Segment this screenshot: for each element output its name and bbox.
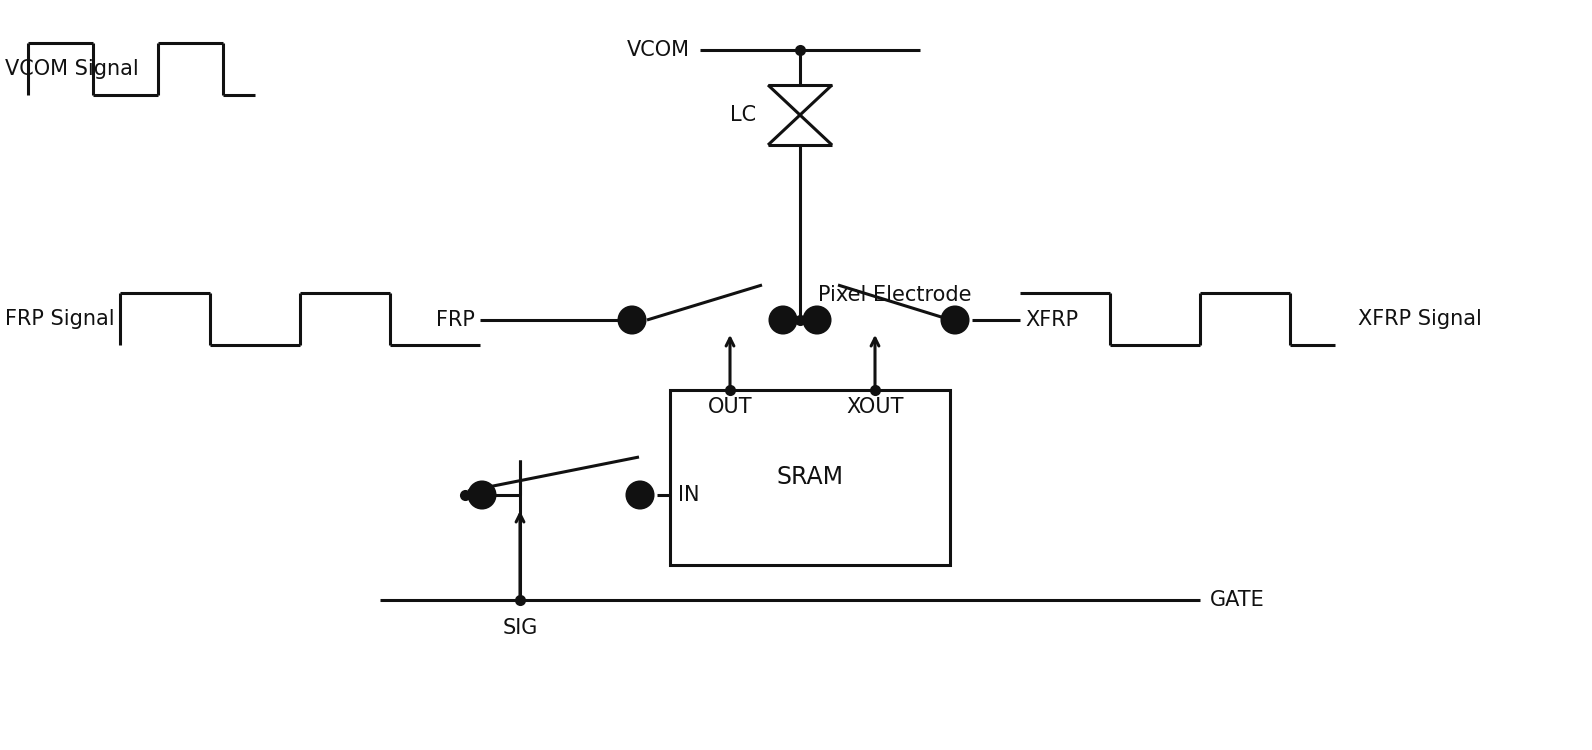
Circle shape bbox=[619, 307, 645, 333]
Text: GATE: GATE bbox=[1210, 590, 1264, 610]
Circle shape bbox=[470, 482, 495, 508]
Text: SRAM: SRAM bbox=[777, 466, 844, 490]
Circle shape bbox=[771, 307, 796, 333]
Text: VCOM Signal: VCOM Signal bbox=[5, 59, 139, 79]
Text: XFRP: XFRP bbox=[1025, 310, 1078, 330]
Circle shape bbox=[627, 482, 653, 508]
Circle shape bbox=[804, 307, 829, 333]
Text: XFRP Signal: XFRP Signal bbox=[1358, 309, 1482, 329]
Circle shape bbox=[942, 307, 968, 333]
Text: LC: LC bbox=[729, 105, 756, 125]
Text: SIG: SIG bbox=[503, 618, 538, 638]
Text: XOUT: XOUT bbox=[847, 397, 904, 417]
Text: OUT: OUT bbox=[708, 397, 753, 417]
Text: Pixel Electrode: Pixel Electrode bbox=[818, 285, 971, 305]
Text: VCOM: VCOM bbox=[627, 40, 689, 60]
Text: IN: IN bbox=[678, 485, 699, 505]
Text: FRP Signal: FRP Signal bbox=[5, 309, 115, 329]
Text: FRP: FRP bbox=[436, 310, 474, 330]
Bar bbox=[670, 390, 950, 565]
